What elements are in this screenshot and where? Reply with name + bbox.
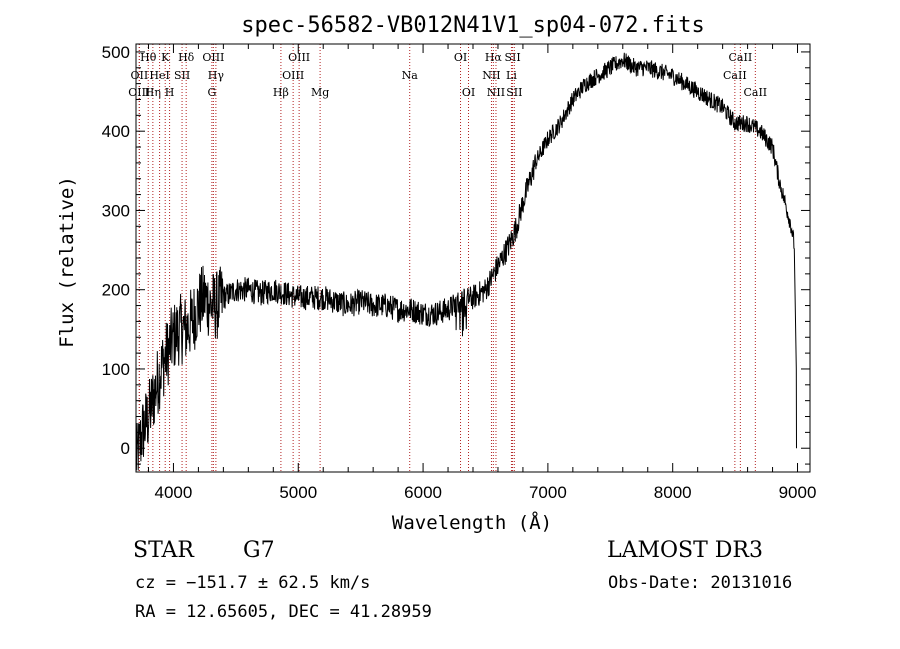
object-subclass: G7 bbox=[243, 538, 275, 563]
x-tick-label-6000: 6000 bbox=[404, 483, 442, 502]
y-tick-label-0: 0 bbox=[121, 439, 130, 458]
y-tick-label-300: 300 bbox=[102, 201, 130, 220]
y-tick-label-400: 400 bbox=[102, 122, 130, 141]
x-tick-label-9000: 9000 bbox=[779, 483, 817, 502]
x-axis: 4000 5000 6000 7000 8000 9000 bbox=[147, 44, 817, 502]
y-axis: 0 100 200 300 400 500 bbox=[102, 43, 810, 465]
line-marker-label-26: CaII bbox=[723, 69, 747, 82]
survey-name: LAMOST DR3 bbox=[607, 538, 763, 563]
line-marker-label-12: Hβ bbox=[273, 86, 289, 99]
line-marker-label-18: OI bbox=[462, 86, 475, 99]
line-marker-label-2: OIII bbox=[128, 86, 150, 99]
line-marker-label-10: Hγ bbox=[208, 69, 225, 82]
line-marker-label-7: SII bbox=[174, 69, 190, 82]
plot-frame bbox=[135, 43, 811, 473]
x-tick-label-4000: 4000 bbox=[155, 483, 193, 502]
line-marker-label-4: HeI bbox=[149, 69, 169, 82]
line-marker-label-8: Hδ bbox=[178, 51, 195, 64]
chart-title: spec-56582-VB012N41V1_sp04-072.fits bbox=[241, 13, 705, 38]
x-tick-label-5000: 5000 bbox=[279, 483, 317, 502]
line-marker-label-21: NII bbox=[482, 69, 500, 82]
line-marker-label-27: CaII bbox=[743, 86, 767, 99]
line-marker-label-20: SII bbox=[504, 51, 520, 64]
redshift-velocity: cz = −151.7 ± 62.5 km/s bbox=[135, 573, 371, 593]
x-tick-label-8000: 8000 bbox=[654, 483, 692, 502]
line-marker-label-14: OIII bbox=[282, 69, 304, 82]
line-marker-label-16: Na bbox=[402, 69, 419, 82]
observation-date: Obs-Date: 20131016 bbox=[608, 573, 793, 593]
line-marker-label-11: G bbox=[207, 86, 216, 99]
line-marker-label-0: Hθ bbox=[140, 51, 157, 64]
line-marker-label-25: CaII bbox=[729, 51, 753, 64]
line-marker-label-17: OI bbox=[454, 51, 467, 64]
line-marker-label-24: SII bbox=[506, 86, 522, 99]
line-marker-label-5: K bbox=[161, 51, 170, 64]
object-class: STAR bbox=[133, 538, 194, 563]
line-marker-label-23: NII bbox=[487, 86, 505, 99]
y-axis-label: Flux (relative) bbox=[56, 176, 78, 348]
line-marker-label-6: H bbox=[165, 86, 175, 99]
y-tick-label-100: 100 bbox=[102, 360, 130, 379]
x-axis-label: Wavelength (Å) bbox=[392, 511, 552, 534]
y-tick-label-200: 200 bbox=[102, 281, 130, 300]
line-marker-label-22: Li bbox=[506, 69, 517, 82]
line-marker-label-15: Mg bbox=[311, 86, 329, 99]
line-marker-label-1: OII bbox=[131, 69, 149, 82]
line-marker-label-9: OIII bbox=[202, 51, 224, 64]
x-tick-label-7000: 7000 bbox=[529, 483, 567, 502]
line-marker-label-13: OIII bbox=[288, 51, 310, 64]
line-marker-label-19: Hα bbox=[485, 51, 503, 64]
coordinates: RA = 12.65605, DEC = 41.28959 bbox=[135, 602, 432, 622]
y-tick-label-500: 500 bbox=[102, 43, 130, 62]
line-marker-label-3: Hη bbox=[145, 86, 161, 99]
spectrum-line bbox=[135, 52, 797, 471]
